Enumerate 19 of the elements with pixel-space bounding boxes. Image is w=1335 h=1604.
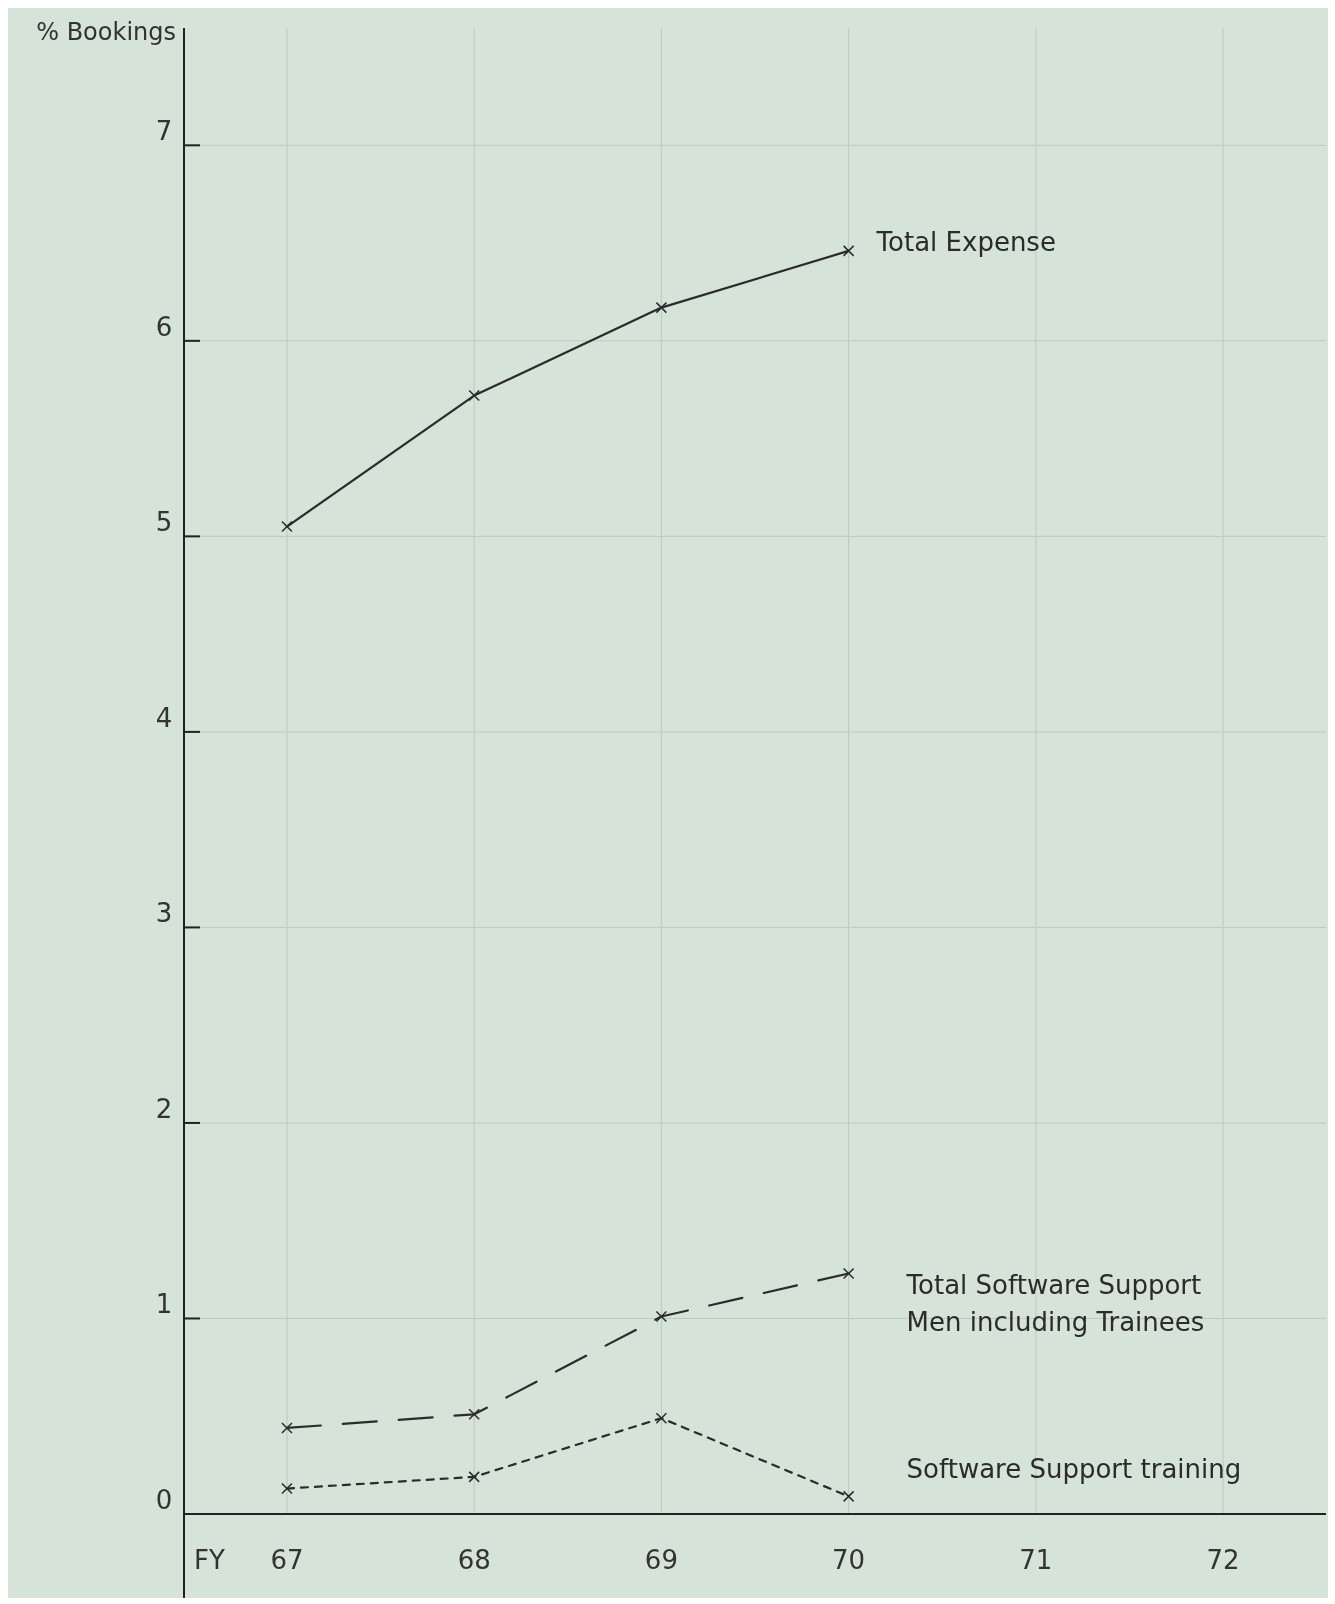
text: Software Support training xyxy=(906,1454,1242,1485)
y-axis-title: % Bookings xyxy=(36,18,176,46)
y-tick-label: 4 xyxy=(155,702,173,733)
text: Total Software Support Men including Trainees xyxy=(905,1269,1205,1337)
x-tick-label: 68 xyxy=(457,1545,491,1575)
x-tick-label: 67 xyxy=(270,1545,304,1575)
series-label: Total Expense xyxy=(875,226,1056,257)
y-tick-label: 7 xyxy=(155,116,173,147)
y-tick-label: 2 xyxy=(155,1093,173,1124)
x-axis-title: FY xyxy=(194,1545,225,1575)
y-tick-label: 3 xyxy=(155,898,173,929)
y-tick-label: 0 xyxy=(155,1484,173,1515)
x-tick-label: 69 xyxy=(644,1545,678,1575)
y-tick-label: 1 xyxy=(155,1289,173,1320)
y-tick-label: 6 xyxy=(155,311,173,342)
y-tick-label: 5 xyxy=(155,507,173,538)
x-tick-label: 72 xyxy=(1206,1545,1240,1575)
x-tick-label: 70 xyxy=(832,1545,866,1575)
x-tick-label: 71 xyxy=(1019,1545,1053,1575)
